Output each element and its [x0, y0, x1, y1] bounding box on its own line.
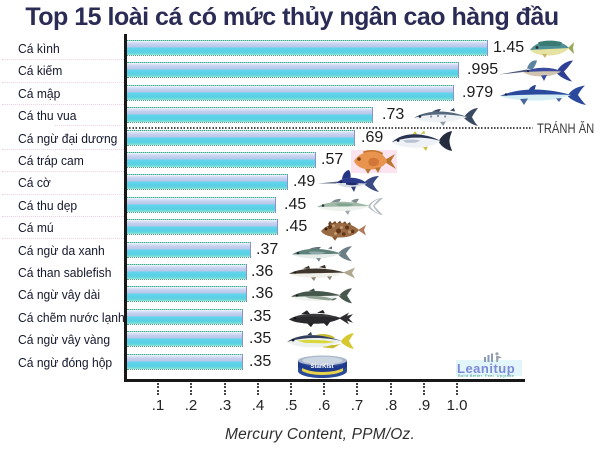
- svg-text:StarKist: StarKist: [310, 364, 333, 370]
